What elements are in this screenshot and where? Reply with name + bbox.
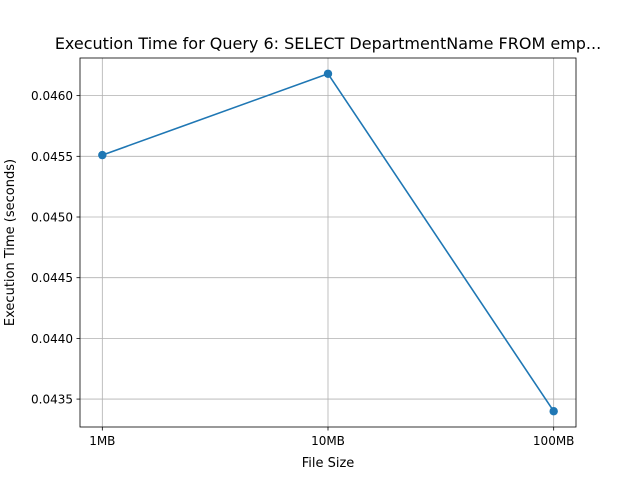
data-point xyxy=(323,69,333,78)
series-layer xyxy=(98,69,558,416)
chart-title: Execution Time for Query 6: SELECT Depar… xyxy=(55,34,601,53)
y-tick-label: 0.0435 xyxy=(31,393,73,407)
y-tick-label: 0.0460 xyxy=(31,89,73,103)
x-axis-label: File Size xyxy=(302,456,355,471)
y-tick-label: 0.0440 xyxy=(31,332,73,346)
x-axis-ticks: 1MB 10MB 100MB xyxy=(89,427,574,448)
y-tick-label: 0.0455 xyxy=(31,150,73,164)
y-axis-label: Execution Time (seconds) xyxy=(3,159,18,326)
y-tick-label: 0.0450 xyxy=(31,211,73,225)
x-tick-label: 1MB xyxy=(89,434,115,448)
x-tick-label: 100MB xyxy=(533,434,575,448)
x-tick-label: 10MB xyxy=(311,434,345,448)
y-tick-label: 0.0445 xyxy=(31,271,73,285)
data-point xyxy=(549,407,558,416)
grid-lines xyxy=(80,58,576,427)
y-axis-ticks: 0.0435 0.0440 0.0445 0.0450 0.0455 0.0460 xyxy=(31,89,80,407)
data-point xyxy=(98,150,107,160)
